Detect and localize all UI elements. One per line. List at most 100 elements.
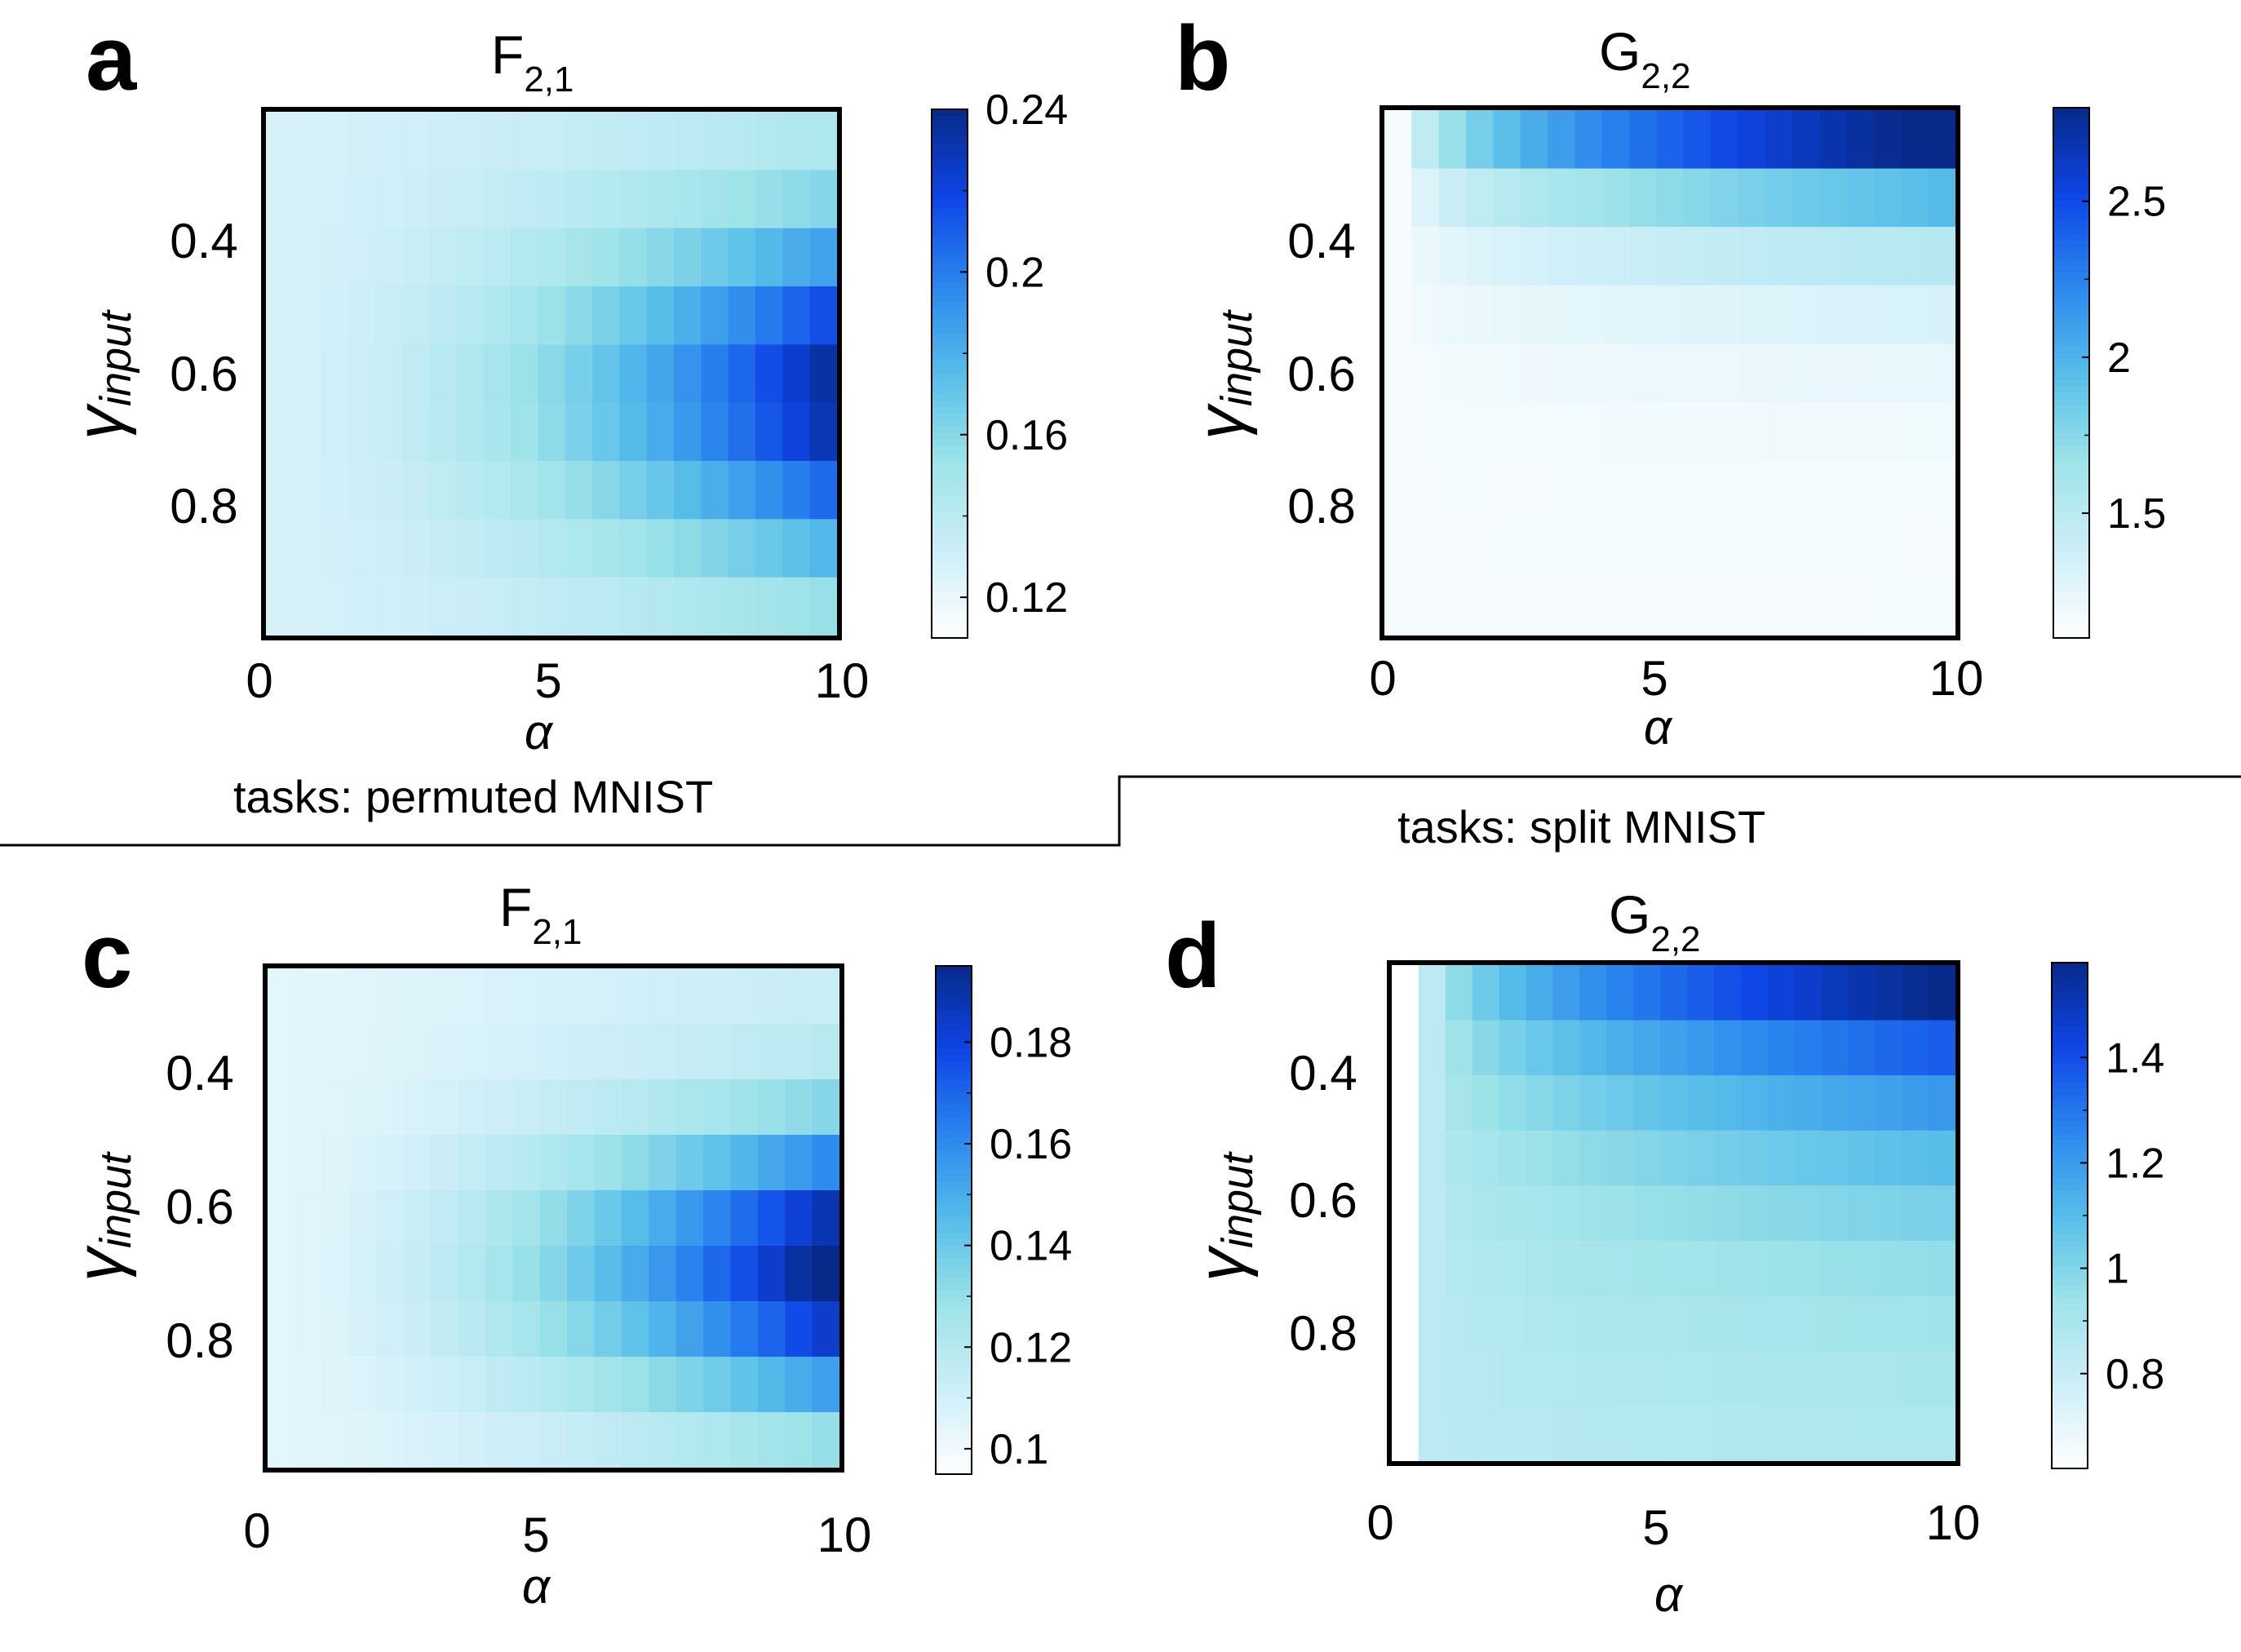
heatmap-cell <box>266 112 294 171</box>
colorbar-segment <box>2052 1462 2088 1469</box>
heatmap-cell <box>785 968 813 1025</box>
heatmap-cell <box>1902 1020 1929 1076</box>
heatmap-cell <box>1548 110 1575 170</box>
heatmap-cell <box>1711 168 1738 228</box>
x-tick-label: 10 <box>817 1508 872 1562</box>
heatmap-cell <box>1713 1130 1742 1186</box>
heatmap-cell <box>538 577 566 636</box>
heatmap-cell <box>1794 1350 1822 1407</box>
heatmap-cell <box>594 1190 622 1247</box>
y-axis-label: γinput <box>1184 309 1261 440</box>
heatmap-cell <box>809 112 838 171</box>
heatmap-cell <box>401 577 430 636</box>
colorbar-segment <box>2053 458 2089 467</box>
heatmap-cell <box>1711 577 1738 636</box>
colorbar-segment <box>2052 1044 2088 1052</box>
heatmap-cell <box>456 461 485 520</box>
colorbar-segment <box>2052 1101 2088 1109</box>
colorbar-segment <box>2052 1216 2088 1223</box>
heatmap-cell <box>293 112 321 171</box>
colorbar-segment <box>2053 571 2089 579</box>
colorbar-segment <box>2053 227 2089 234</box>
heatmap-cell <box>1384 518 1412 578</box>
heatmap-cell <box>266 170 294 229</box>
heatmap-cell <box>403 1412 432 1468</box>
heatmap-cell <box>809 170 838 229</box>
heatmap-cell <box>1499 1350 1527 1407</box>
heatmap-cell <box>1711 460 1738 520</box>
colorbar-segment <box>2053 299 2089 308</box>
colorbar-segment <box>2052 1025 2088 1033</box>
heatmap-cell <box>321 1024 350 1080</box>
colorbar-segment <box>2052 1393 2088 1400</box>
heatmap-cell <box>1683 518 1712 578</box>
colorbar-segment <box>2052 1120 2088 1128</box>
colorbar-segment <box>2053 214 2089 221</box>
heatmap-cell <box>703 1412 732 1468</box>
colorbar-segment <box>2052 1241 2088 1248</box>
colorbar-segment <box>936 1283 972 1291</box>
heatmap-cell <box>1633 1020 1661 1076</box>
heatmap-cell <box>1574 110 1603 170</box>
heatmap-cell <box>458 1412 486 1468</box>
colorbar-segment <box>2052 1304 2088 1311</box>
heatmap-cell <box>1929 1295 1956 1352</box>
heatmap-cell <box>782 170 811 229</box>
heatmap-cell <box>511 519 538 578</box>
heatmap-cell <box>429 402 457 462</box>
heatmap-cell <box>429 344 457 404</box>
heatmap-cell <box>403 1301 432 1357</box>
heatmap-cell <box>646 228 675 287</box>
heatmap-cell <box>429 112 457 171</box>
heatmap-cell <box>1552 1020 1580 1076</box>
colorbar-segment <box>2053 220 2089 228</box>
colorbar-segment <box>936 1384 972 1393</box>
heatmap-cell <box>1392 1406 1419 1462</box>
colorbar-segment <box>2052 1140 2088 1147</box>
heatmap-cell <box>1601 227 1630 286</box>
colorbar-segment <box>932 268 968 276</box>
heatmap-cell <box>1548 460 1575 520</box>
heatmap-cell <box>675 968 704 1025</box>
heatmap-cell <box>1606 1350 1634 1407</box>
x-tick-label: 0 <box>246 653 272 708</box>
heatmap-cell <box>1819 110 1848 170</box>
heatmap-cell <box>1821 1350 1849 1407</box>
heatmap-cell <box>403 1190 432 1247</box>
colorbar-segment <box>936 1207 972 1215</box>
colorbar-segment <box>936 1067 972 1074</box>
colorbar-segment <box>2052 1260 2088 1267</box>
colorbar-segment <box>2052 968 2088 977</box>
heatmap-cell <box>1606 1185 1634 1242</box>
colorbar-segment <box>2053 312 2089 321</box>
heatmap-cell <box>1875 1075 1902 1132</box>
heatmap-cell <box>1574 401 1603 461</box>
heatmap-cell <box>1552 965 1580 1021</box>
heatmap-cell <box>458 1246 486 1302</box>
heatmap-cell <box>512 1357 541 1413</box>
heatmap-cell <box>268 1301 295 1357</box>
heatmap-cell <box>730 1357 759 1413</box>
colorbar-segment <box>2053 498 2089 507</box>
heatmap-cell <box>1848 1240 1876 1296</box>
heatmap-cell <box>782 402 811 462</box>
heatmap-cell <box>511 170 538 229</box>
heatmap-cell <box>1928 343 1956 403</box>
y-tick-label: 0.6 <box>1287 347 1355 401</box>
heatmap-cell <box>674 112 702 171</box>
colorbar-segment <box>932 440 968 447</box>
heatmap-cell <box>1713 1350 1742 1407</box>
heatmap-cell <box>728 286 756 345</box>
heatmap-cell <box>485 1190 514 1247</box>
colorbar-segment <box>2053 127 2089 135</box>
colorbar-segment <box>936 1416 972 1424</box>
colorbar-segment <box>932 419 968 427</box>
colorbar-segment <box>2053 108 2089 115</box>
heatmap-cell <box>1656 343 1685 403</box>
panel-b: b G2,2 1.5 2 2.5 0 5 10 α 0.4 0.6 0.8 γinp… <box>1175 7 2166 755</box>
colorbar-tick-label: 0.2 <box>985 249 1044 296</box>
heatmap-cell <box>1472 1240 1500 1296</box>
colorbar-segment <box>932 353 968 361</box>
heatmap-cell <box>349 1246 378 1302</box>
heatmap-cell <box>1493 227 1521 286</box>
